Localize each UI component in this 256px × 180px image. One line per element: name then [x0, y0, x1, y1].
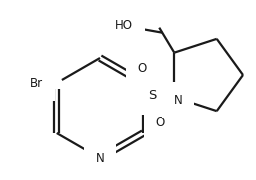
Text: HO: HO: [115, 19, 133, 32]
Text: O: O: [155, 116, 165, 129]
Text: N: N: [174, 93, 182, 107]
Text: S: S: [148, 89, 156, 102]
Text: N: N: [96, 152, 104, 165]
Text: O: O: [137, 62, 147, 75]
Text: Br: Br: [30, 76, 43, 89]
